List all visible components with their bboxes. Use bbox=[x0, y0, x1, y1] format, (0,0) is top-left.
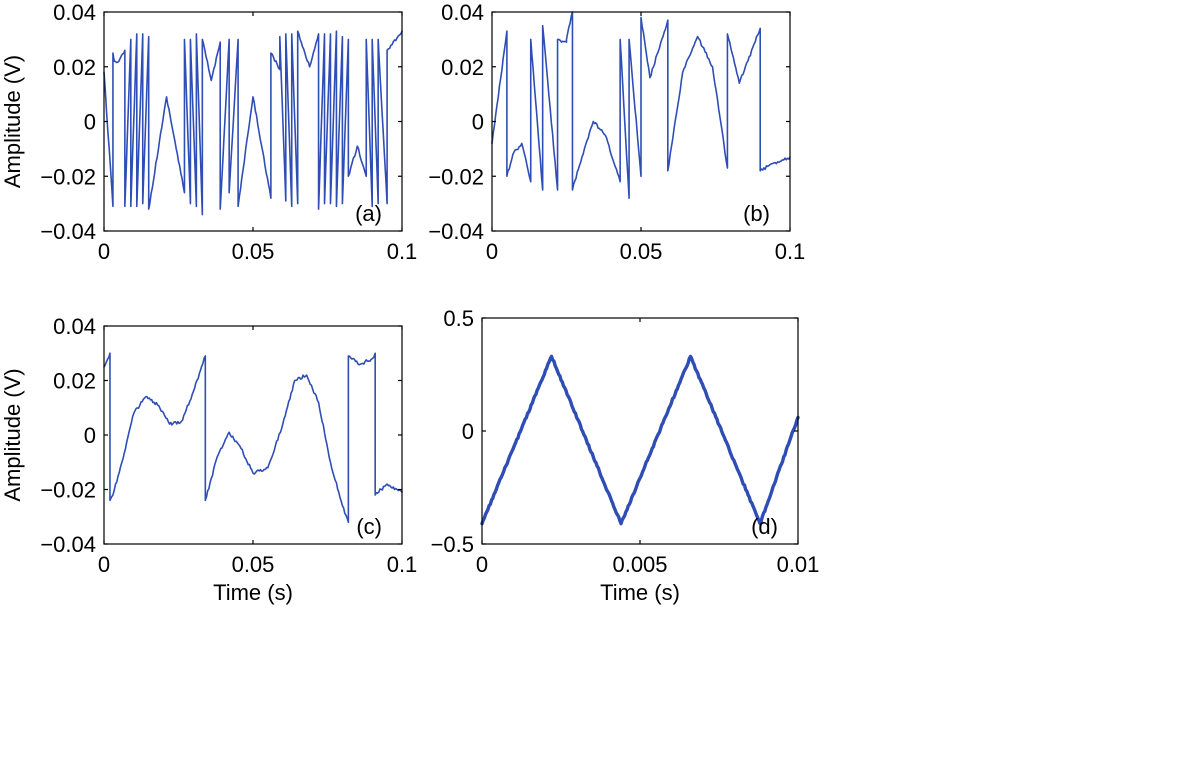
panel-label: (a) bbox=[355, 201, 382, 226]
x-axis-label: Time (s) bbox=[213, 580, 293, 605]
series-line bbox=[103, 352, 403, 523]
x-tick-label: 0.05 bbox=[232, 239, 275, 264]
panel-label: (d) bbox=[751, 514, 778, 539]
panel-label: (c) bbox=[356, 514, 382, 539]
y-tick-label: −0.04 bbox=[40, 219, 96, 244]
plot-frame bbox=[103, 325, 403, 545]
y-tick-label: 0.02 bbox=[53, 55, 96, 80]
panel-c: 0 0.05 0.1 0.04 0.02 0 −0.02 −0.04 (c) Amplitude … bbox=[0, 314, 417, 605]
series-line bbox=[103, 30, 403, 216]
x-tick-label: 0 bbox=[98, 552, 110, 577]
y-tick-label: 0.04 bbox=[53, 0, 96, 25]
panel-label: (b) bbox=[743, 201, 770, 226]
panel-b: 0 0.05 0.1 0.04 0.02 0 −0.02 −0.04 (b) bbox=[428, 0, 805, 264]
y-tick-label: 0 bbox=[84, 110, 96, 135]
x-tick-label: 0 bbox=[98, 239, 110, 264]
x-tick-label: 0.05 bbox=[620, 239, 663, 264]
y-tick-label: −0.04 bbox=[428, 219, 484, 244]
series-line bbox=[480, 354, 800, 526]
x-tick-label: 0 bbox=[486, 239, 498, 264]
x-tick-label: 0.1 bbox=[387, 239, 418, 264]
y-tick-label: 0.04 bbox=[441, 0, 484, 25]
x-tick-label: 0.1 bbox=[775, 239, 806, 264]
y-tick-label: −0.04 bbox=[40, 532, 96, 557]
x-axis-label: Time (s) bbox=[600, 580, 680, 605]
x-tick-label: 0.05 bbox=[232, 552, 275, 577]
panel-d: 0 0.005 0.010.50−0.5(d)Time (s) bbox=[431, 306, 820, 605]
panel-a: 0 0.05 0.1 0.04 0.02 0 −0.02 −0.04 (a) Amplitude … bbox=[0, 0, 417, 264]
y-tick-label: −0.02 bbox=[428, 164, 484, 189]
y-tick-label: 0 bbox=[84, 423, 96, 448]
y-tick-label: 0.5 bbox=[443, 306, 474, 331]
x-tick-label: 0.01 bbox=[777, 552, 820, 577]
y-tick-label: 0.04 bbox=[53, 314, 96, 339]
y-tick-label: 0 bbox=[472, 110, 484, 135]
x-tick-label: 0.005 bbox=[612, 552, 667, 577]
y-tick-label: −0.02 bbox=[40, 478, 96, 503]
y-tick-label: 0.02 bbox=[441, 55, 484, 80]
y-tick-label: −0.5 bbox=[431, 532, 474, 557]
plot-frame bbox=[481, 317, 799, 545]
x-tick-label: 0 bbox=[476, 552, 488, 577]
y-tick-label: 0.02 bbox=[53, 369, 96, 394]
y-axis-label: Amplitude (V) bbox=[0, 368, 25, 501]
y-tick-label: −0.02 bbox=[40, 164, 96, 189]
series-line bbox=[491, 11, 791, 199]
y-tick-label: 0 bbox=[462, 419, 474, 444]
x-tick-label: 0.1 bbox=[387, 552, 418, 577]
y-axis-label: Amplitude (V) bbox=[0, 55, 25, 188]
